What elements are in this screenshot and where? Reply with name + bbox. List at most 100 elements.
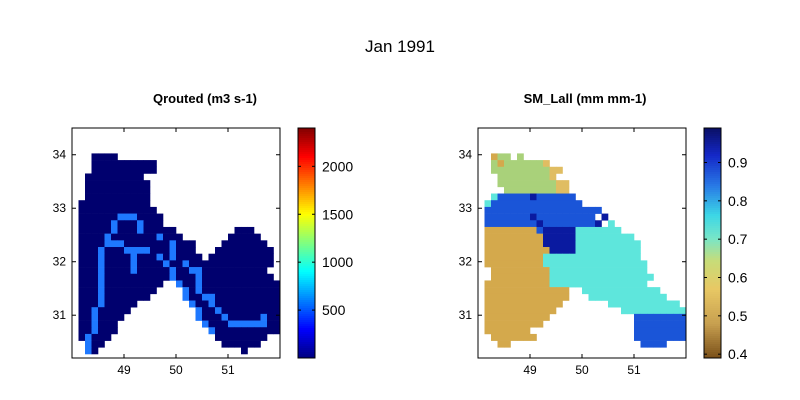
sm-lall-cell [556,226,563,234]
qrouted-colorbar-band [298,308,315,311]
sm-lall-cell [562,293,570,301]
qrouted-cell [111,213,118,221]
sm-lall-cell [504,327,511,335]
sm-lall-cell [497,180,505,188]
sm-lall-cell [510,240,518,248]
sm-lall-cell [660,307,667,315]
qrouted-colorbar-band [298,130,315,133]
sm-lall-cell [556,273,563,281]
qrouted-ytick-label: 32 [53,255,67,269]
qrouted-cell [254,313,261,321]
qrouted-cell [137,193,144,201]
sm-lall-cell [673,333,680,341]
qrouted-cell [98,260,105,268]
sm-lall-cell [543,160,550,168]
qrouted-cell [91,233,99,241]
sm-lall-cell [608,247,615,254]
qrouted-cell [234,287,242,295]
sm-lall-cell [634,307,641,315]
qrouted-cell [124,300,131,308]
qrouted-cell [208,300,216,308]
sm-lall-cell [536,220,544,228]
qrouted-cell [228,293,235,301]
sm-lall-cell [510,200,518,208]
qrouted-colorbar-band [298,218,315,221]
qrouted-cell [254,233,261,241]
sm-lall-colorbar-band [704,330,721,333]
sm-lall-cell [634,280,641,288]
qrouted-cell [163,247,170,254]
qrouted-title: Qrouted (m3 s-1) [153,91,257,106]
qrouted-colorbar-band [298,280,315,283]
sm-lall-cell [504,166,511,174]
qrouted-cell [78,273,86,281]
qrouted-cell [91,267,99,275]
qrouted-colorbar-band [298,344,315,347]
sm-lall-cell [497,226,505,234]
sm-lall-cell [504,293,511,301]
sm-lall-cell [621,273,628,281]
qrouted-cell [215,253,222,261]
qrouted-cell [267,327,274,335]
sm-lall-cell [497,253,505,261]
qrouted-cell [150,226,157,234]
qrouted-cell [228,267,235,275]
qrouted-colorbar-band [298,310,315,313]
qrouted-cell [150,267,157,275]
qrouted-cell [221,280,229,288]
sm-lall-cell [562,273,570,281]
qrouted-colorbar-band [298,246,315,249]
sm-lall-colorbar-band [704,334,721,337]
qrouted-cell [273,280,281,288]
sm-lall-cell [653,313,661,321]
sm-lall-cell [673,327,680,335]
sm-lall-colorbar-band [704,248,721,251]
sm-lall-cell [575,206,583,214]
sm-lall-cell [523,213,531,221]
qrouted-cell [85,206,92,214]
sm-lall-cell [517,160,524,168]
qrouted-cell [117,240,125,248]
sm-lall-cell [523,240,531,248]
sm-lall-colorbar-band [704,300,721,303]
sm-lall-cell [549,206,557,214]
sm-lall-cell [517,233,524,241]
sm-lall-colorbar-band [704,196,721,199]
sm-lall-cell [543,313,550,321]
qrouted-cell [117,313,125,321]
qrouted-colorbar-band [298,300,315,303]
qrouted-colorbar-band [298,190,315,193]
qrouted-colorbar-band [298,202,315,205]
sm-lall-cell [582,220,589,228]
qrouted-cell [182,267,190,275]
qrouted-cell [98,206,105,214]
sm-lall-cell [491,206,498,214]
sm-lall-cell [517,180,524,188]
qrouted-colorbar-band [298,278,315,281]
sm-lall-cell [608,273,615,281]
sm-lall-cell [549,260,557,268]
sm-lall-cell [536,233,544,241]
qrouted-cell [215,313,222,321]
sm-lall-colorbar-band [704,144,721,147]
sm-lall-colorbar-band [704,284,721,287]
sm-lall-cell [523,186,531,194]
sm-lall-cell [497,220,505,228]
sm-lall-cell [673,300,680,308]
sm-lall-cell [523,220,531,228]
qrouted-cell [143,160,151,168]
qrouted-cell [91,206,99,214]
qrouted-cell [202,267,209,275]
qrouted-cell [150,240,157,248]
sm-lall-cell [588,287,596,295]
sm-lall-cell [647,293,654,301]
qrouted-cell [104,220,112,228]
sm-lall-cell [523,166,531,174]
sm-lall-cell [536,300,544,308]
sm-lall-cell [621,307,628,315]
qrouted-cell [241,333,248,341]
sm-lall-cell [621,240,628,248]
qrouted-cell [130,267,138,275]
sm-lall-colorbar-band [704,128,721,131]
qrouted-cell [117,260,125,268]
